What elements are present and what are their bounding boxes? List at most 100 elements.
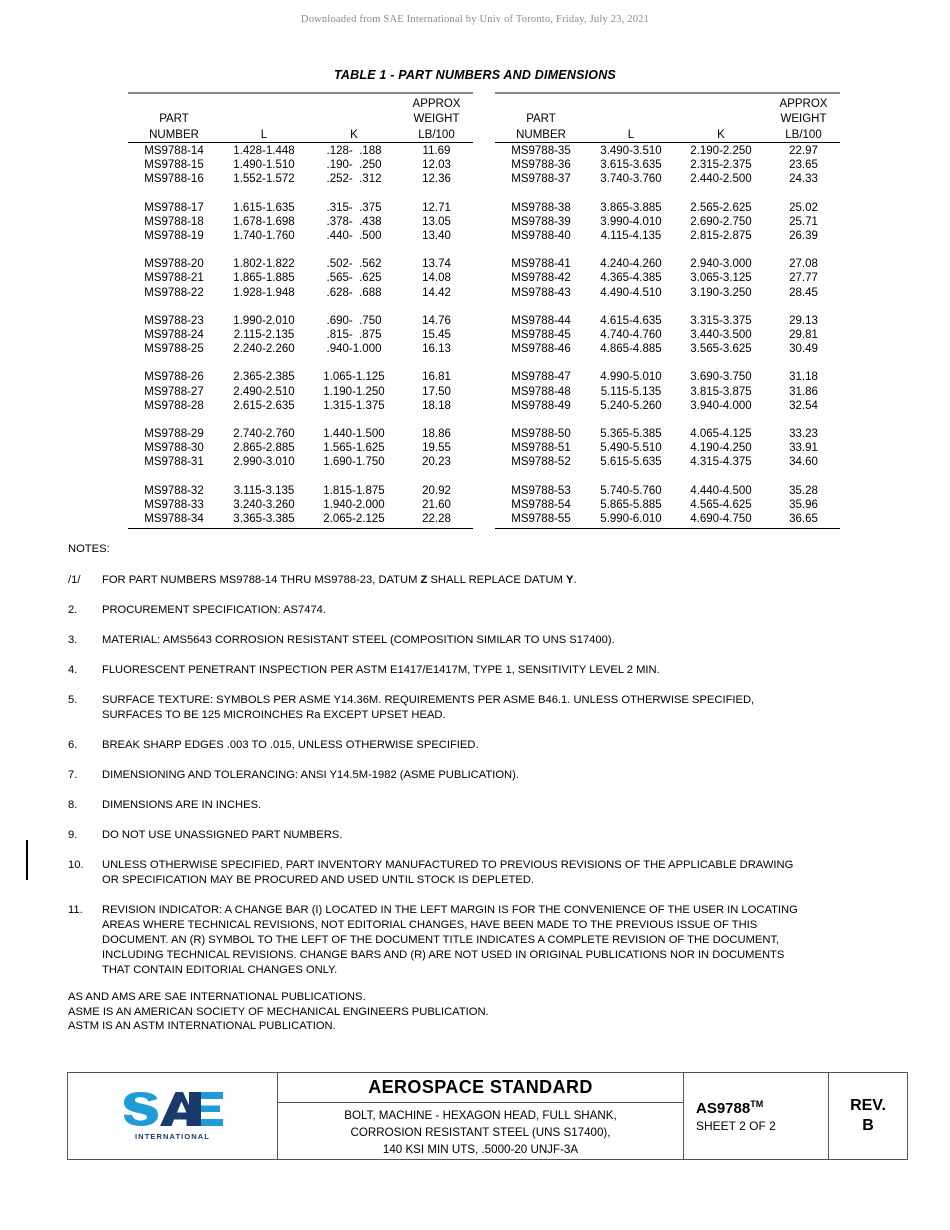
note-line: DIMENSIONING AND TOLERANCING: ANSI Y14.5… bbox=[102, 769, 519, 781]
cell-k: 3.565-3.625 bbox=[690, 343, 752, 356]
cell-k: 2.190-2.250 bbox=[675, 142, 767, 159]
cell-l: 1.928-1.948 bbox=[233, 286, 295, 299]
cell-weight: 12.36 bbox=[422, 173, 451, 186]
note-text: FLUORESCENT PENETRANT INSPECTION PER AST… bbox=[102, 664, 888, 677]
table-row: MS9788-54 5.865-5.885 4.565-4.625 35.96 bbox=[495, 498, 840, 512]
cell-k: .815- .875 bbox=[326, 329, 382, 342]
cell-weight: 30.49 bbox=[789, 343, 818, 356]
header-weight-line1: APPROX bbox=[412, 97, 461, 110]
note-number: 11. bbox=[68, 904, 83, 916]
cell-l: 5.740-5.760 bbox=[600, 484, 662, 497]
cell-weight: 14.08 bbox=[422, 272, 451, 285]
cell-part-number: MS9788-39 bbox=[511, 215, 571, 228]
cell-weight: 24.33 bbox=[789, 173, 818, 186]
cell-k: 2.940-3.000 bbox=[690, 258, 752, 271]
header-weight-line1: APPROX bbox=[779, 97, 828, 110]
table-row: MS9788-46 4.865-4.885 3.565-3.625 30.49 bbox=[495, 342, 840, 356]
cell-weight: 28.45 bbox=[789, 286, 818, 299]
table-row: MS9788-40 4.115-4.135 2.815-2.875 26.39 bbox=[495, 229, 840, 243]
cell-part-number: MS9788-52 bbox=[511, 456, 571, 469]
cell-part-number: MS9788-42 bbox=[511, 272, 571, 285]
table-row: MS9788-26 2.365-2.385 1.065-1.125 16.81 bbox=[128, 370, 473, 384]
cell-weight: 31.18 bbox=[789, 371, 818, 384]
cell-k: 3.815-3.875 bbox=[690, 385, 752, 398]
cell-k: 2.065-2.125 bbox=[308, 512, 400, 530]
cell-part-number: MS9788-19 bbox=[144, 230, 204, 243]
table-row: MS9788-15 1.490-1.510 .190- .250 12.03 bbox=[128, 158, 473, 172]
cell-part-number: MS9788-20 bbox=[144, 258, 204, 271]
cell-weight: 18.18 bbox=[422, 399, 451, 412]
table-row: MS9788-21 1.865-1.885 .565- .625 14.08 bbox=[128, 271, 473, 285]
cell-weight: 12.71 bbox=[422, 201, 451, 214]
publication-line: AS AND AMS ARE SAE INTERNATIONAL PUBLICA… bbox=[68, 991, 366, 1003]
cell-weight: 23.65 bbox=[789, 159, 818, 172]
header-l-right: L bbox=[587, 92, 675, 143]
cell-l: 2.490-2.510 bbox=[233, 385, 295, 398]
note-item: 10. UNLESS OTHERWISE SPECIFIED, PART INVE… bbox=[68, 859, 888, 887]
note-item: 11. REVISION INDICATOR: A CHANGE BAR (I) … bbox=[68, 904, 888, 977]
note-text: DIMENSIONS ARE IN INCHES. bbox=[102, 799, 888, 812]
cell-weight: 22.97 bbox=[767, 142, 840, 159]
table-group-spacer bbox=[495, 187, 840, 201]
cell-l: 2.615-2.635 bbox=[233, 399, 295, 412]
cell-part-number: MS9788-23 bbox=[144, 314, 204, 327]
publication-statements: AS AND AMS ARE SAE INTERNATIONAL PUBLICA… bbox=[68, 990, 888, 1034]
cell-k: 4.065-4.125 bbox=[690, 428, 752, 441]
cell-part-number: MS9788-47 bbox=[511, 371, 571, 384]
table-row: MS9788-38 3.865-3.885 2.565-2.625 25.02 bbox=[495, 201, 840, 215]
note-text: REVISION INDICATOR: A CHANGE BAR (I) LOC… bbox=[102, 904, 888, 977]
cell-part-number: MS9788-40 bbox=[511, 230, 571, 243]
cell-k: 1.065-1.125 bbox=[323, 371, 385, 384]
cell-part-number: MS9788-50 bbox=[511, 428, 571, 441]
notes-list: /1/FOR PART NUMBERS MS9788-14 THRU MS978… bbox=[68, 574, 888, 977]
cell-l: 5.865-5.885 bbox=[600, 498, 662, 511]
note-line: DOCUMENT. AN (R) SYMBOL TO THE LEFT OF T… bbox=[102, 934, 780, 946]
cell-k: 1.940-2.000 bbox=[323, 498, 385, 511]
cell-k: 3.440-3.500 bbox=[690, 329, 752, 342]
cell-weight: 31.86 bbox=[789, 385, 818, 398]
cell-l: 1.428-1.448 bbox=[220, 142, 308, 159]
cell-k: 2.690-2.750 bbox=[690, 215, 752, 228]
cell-k: 3.315-3.375 bbox=[690, 314, 752, 327]
note-text: UNLESS OTHERWISE SPECIFIED, PART INVENTO… bbox=[102, 859, 888, 887]
cell-l: 5.365-5.385 bbox=[600, 428, 662, 441]
cell-l: 2.990-3.010 bbox=[233, 456, 295, 469]
table-row: MS9788-16 1.552-1.572 .252- .312 12.36 bbox=[128, 172, 473, 186]
document-id-cell: AS9788TM SHEET 2 OF 2 bbox=[683, 1073, 829, 1159]
cell-weight: 13.40 bbox=[422, 230, 451, 243]
cell-l: 5.115-5.135 bbox=[600, 385, 662, 398]
sae-logo-subtext: INTERNATIONAL bbox=[135, 1131, 210, 1141]
cell-k: 2.440-2.500 bbox=[690, 173, 752, 186]
cell-weight: 16.13 bbox=[422, 343, 451, 356]
sae-logo: INTERNATIONAL bbox=[121, 1091, 225, 1141]
table-row: MS9788-23 1.990-2.010 .690- .750 14.76 bbox=[128, 314, 473, 328]
cell-k: 4.690-4.750 bbox=[675, 512, 767, 530]
cell-k: 3.940-4.000 bbox=[690, 399, 752, 412]
cell-weight: 17.50 bbox=[422, 385, 451, 398]
cell-weight: 11.69 bbox=[400, 142, 473, 159]
cell-k: 3.690-3.750 bbox=[690, 371, 752, 384]
header-weight-line3: LB/100 bbox=[785, 128, 822, 141]
table-group-spacer bbox=[495, 470, 840, 484]
note-number: 4. bbox=[68, 664, 78, 676]
header-part-number-right: PART NUMBER bbox=[495, 92, 587, 143]
cell-part-number: MS9788-28 bbox=[144, 399, 204, 412]
cell-l: 4.115-4.135 bbox=[600, 230, 662, 243]
cell-l: 2.865-2.885 bbox=[233, 442, 295, 455]
cell-weight: 21.60 bbox=[422, 498, 451, 511]
cell-k: .690- .750 bbox=[326, 314, 382, 327]
publication-line: ASME IS AN AMERICAN SOCIETY OF MECHANICA… bbox=[68, 1005, 489, 1018]
note-item: /1/FOR PART NUMBERS MS9788-14 THRU MS978… bbox=[68, 574, 888, 587]
cell-l: 4.865-4.885 bbox=[600, 343, 662, 356]
table-row: MS9788-31 2.990-3.010 1.690-1.750 20.23 bbox=[128, 455, 473, 469]
cell-k: 1.565-1.625 bbox=[323, 442, 385, 455]
cell-part-number: MS9788-17 bbox=[144, 201, 204, 214]
cell-k: .440- .500 bbox=[326, 230, 382, 243]
cell-l: 2.365-2.385 bbox=[233, 371, 295, 384]
header-part-number-left: PART NUMBER bbox=[128, 92, 220, 143]
cell-part-number: MS9788-22 bbox=[144, 286, 204, 299]
table-row: MS9788-44 4.615-4.635 3.315-3.375 29.13 bbox=[495, 314, 840, 328]
table-body-right: MS9788-35 3.490-3.510 2.190-2.250 22.97 MS97… bbox=[495, 142, 840, 530]
table-row: MS9788-41 4.240-4.260 2.940-3.000 27.08 bbox=[495, 257, 840, 271]
cell-l: 4.490-4.510 bbox=[600, 286, 662, 299]
